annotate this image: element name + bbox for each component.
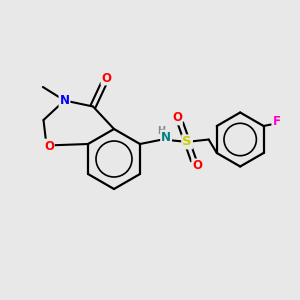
Text: N: N	[161, 130, 171, 144]
Text: O: O	[44, 140, 54, 153]
Text: O: O	[172, 111, 182, 124]
Text: H: H	[157, 126, 165, 136]
Text: S: S	[182, 135, 192, 148]
Text: O: O	[101, 71, 112, 85]
Text: N: N	[59, 94, 70, 107]
Text: F: F	[272, 115, 281, 128]
Text: O: O	[192, 159, 202, 172]
